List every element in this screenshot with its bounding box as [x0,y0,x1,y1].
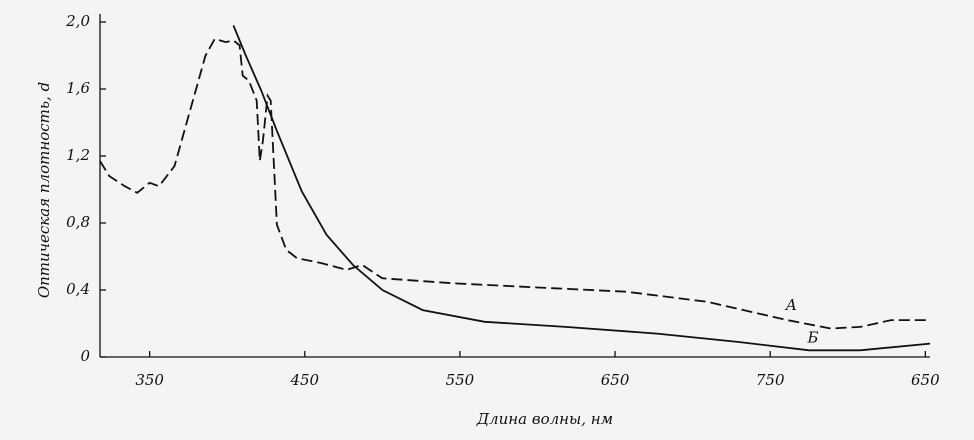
x-tick-label: 350 [135,371,164,389]
series-line [232,25,931,352]
y-tick-label: 1,6 [66,79,90,97]
x-tick-label: 550 [446,371,475,389]
series-label: А [785,296,797,314]
y-tick-label: 1,2 [66,146,90,164]
x-tick-label: 650 [601,371,630,389]
y-tick-label: 2,0 [65,12,90,30]
series-line [99,37,930,330]
x-tick-label: 450 [289,371,319,389]
y-tick-label: 0,4 [66,280,90,298]
x-axis-title: Длина волны, нм [476,410,613,428]
x-tick-label: 650 [911,371,940,389]
x-tick-label: 750 [756,371,785,389]
y-axis-title: Оптическая плотность, d [35,82,53,298]
y-tick-label: 0 [80,347,90,365]
y-tick-label: 0,8 [66,213,90,231]
series-label: Б [806,328,818,346]
